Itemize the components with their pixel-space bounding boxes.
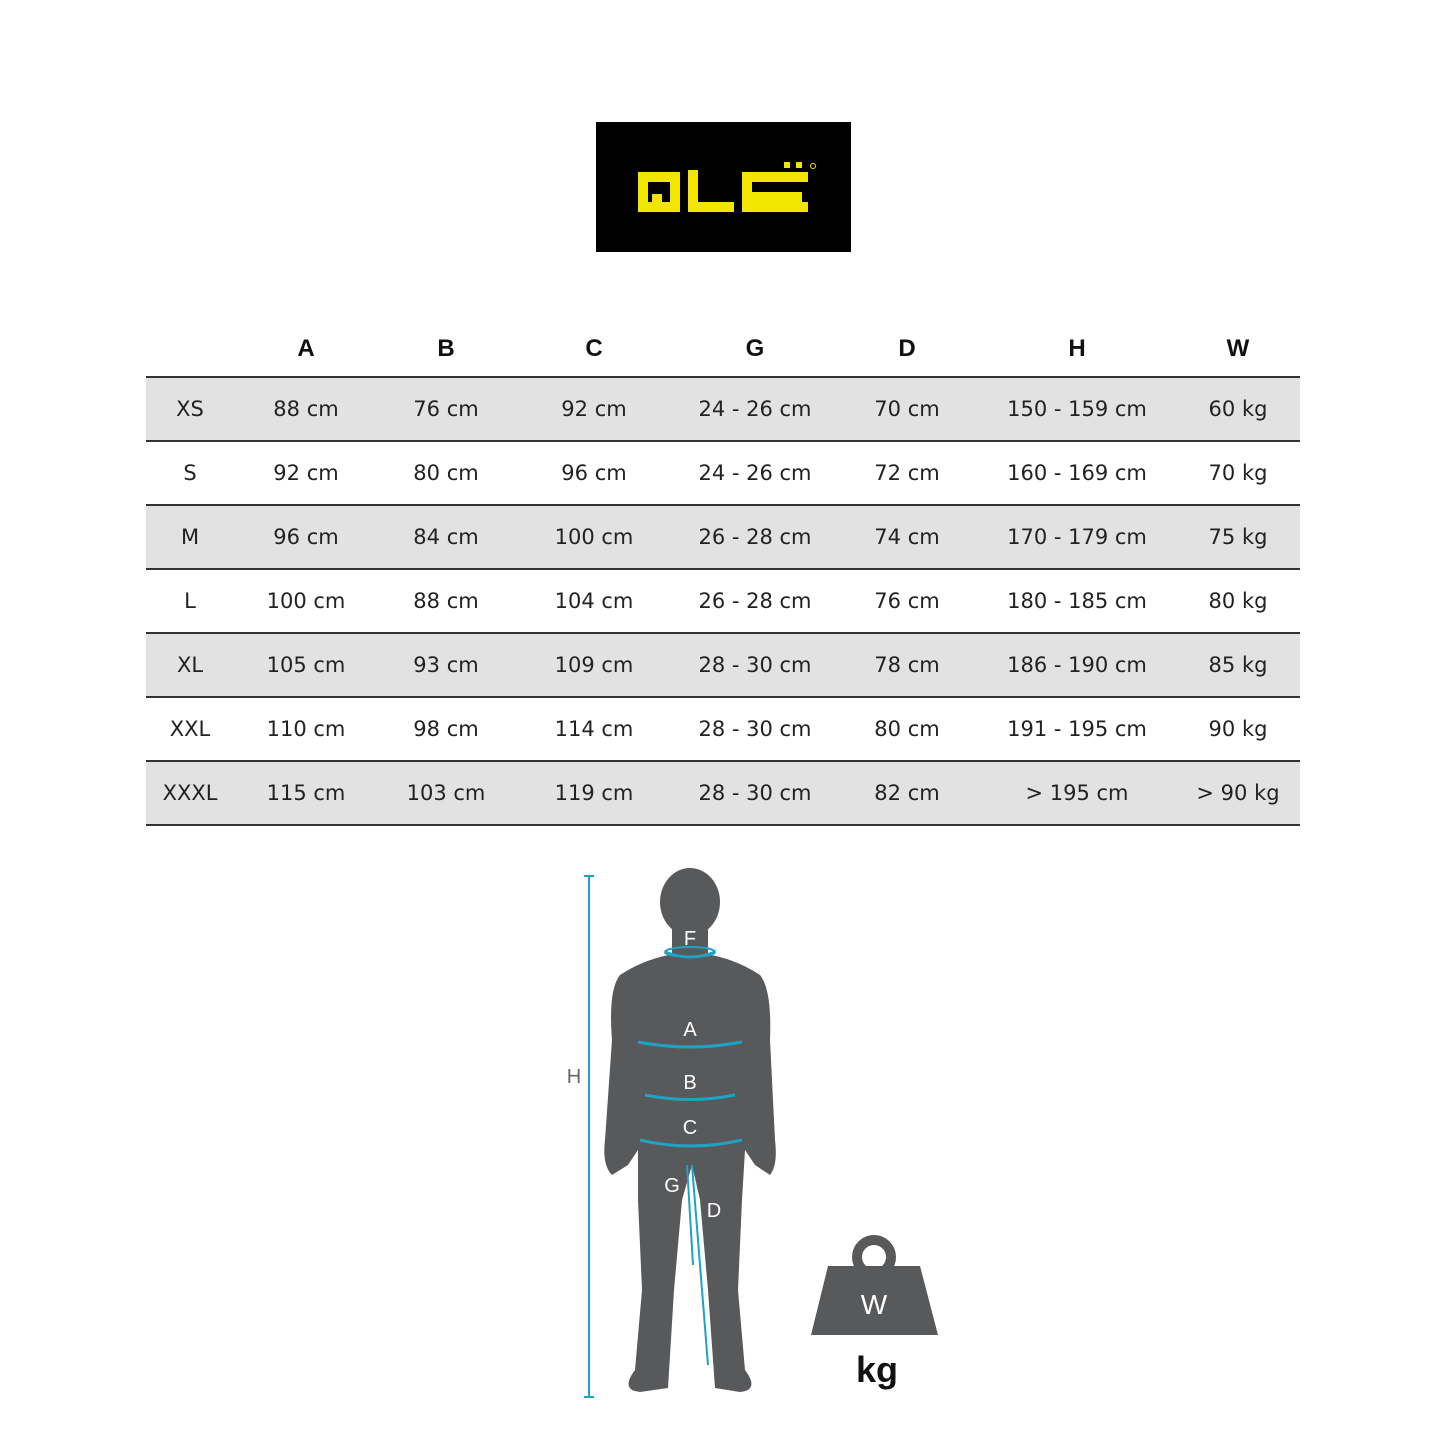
cell-size: S: [146, 441, 234, 506]
cell-g: 28 - 30 cm: [674, 761, 836, 826]
cell-c: 100 cm: [514, 505, 674, 570]
cell-b: 98 cm: [378, 697, 514, 762]
cell-size: XXXL: [146, 761, 234, 826]
cell-b: 84 cm: [378, 505, 514, 570]
cell-b: 80 cm: [378, 441, 514, 506]
size-chart-table: A B C G D H W XS 88 cm 76 cm 92 cm 24 - 26 c…: [146, 322, 1300, 826]
table-row: XS 88 cm 76 cm 92 cm 24 - 26 cm 70 cm 150 - 15…: [146, 377, 1300, 442]
cell-h: 150 - 159 cm: [978, 377, 1176, 442]
label-g: G: [664, 1175, 680, 1197]
cell-g: 24 - 26 cm: [674, 441, 836, 506]
cell-c: 119 cm: [514, 761, 674, 826]
cell-a: 105 cm: [234, 633, 378, 698]
cell-size: XXL: [146, 697, 234, 762]
label-a: A: [683, 1019, 697, 1041]
table-header-row: A B C G D H W: [146, 322, 1300, 378]
cell-c: 114 cm: [514, 697, 674, 762]
header-size: [146, 322, 234, 378]
cell-size: M: [146, 505, 234, 570]
cell-c: 96 cm: [514, 441, 674, 506]
cell-w: 80 kg: [1176, 569, 1300, 634]
logo-mark: [638, 162, 816, 212]
label-d: D: [707, 1200, 721, 1222]
cell-w: 70 kg: [1176, 441, 1300, 506]
cell-d: 80 cm: [836, 697, 978, 762]
cell-size: XS: [146, 377, 234, 442]
cell-b: 93 cm: [378, 633, 514, 698]
cell-b: 103 cm: [378, 761, 514, 826]
header-a: A: [234, 322, 378, 378]
cell-d: 78 cm: [836, 633, 978, 698]
cell-g: 26 - 28 cm: [674, 569, 836, 634]
cell-h: 191 - 195 cm: [978, 697, 1176, 762]
header-w: W: [1176, 322, 1300, 378]
cell-a: 92 cm: [234, 441, 378, 506]
label-b: B: [683, 1072, 696, 1094]
cell-b: 76 cm: [378, 377, 514, 442]
cell-w: 60 kg: [1176, 377, 1300, 442]
header-g: G: [674, 322, 836, 378]
cell-g: 24 - 26 cm: [674, 377, 836, 442]
weight-icon: W: [811, 1235, 938, 1335]
weight-unit: kg: [856, 1349, 898, 1390]
cell-a: 115 cm: [234, 761, 378, 826]
cell-d: 74 cm: [836, 505, 978, 570]
cell-b: 88 cm: [378, 569, 514, 634]
cell-h: 170 - 179 cm: [978, 505, 1176, 570]
cell-g: 28 - 30 cm: [674, 633, 836, 698]
cell-h: 160 - 169 cm: [978, 441, 1176, 506]
label-h: H: [567, 1066, 581, 1088]
cell-g: 28 - 30 cm: [674, 697, 836, 762]
cell-a: 110 cm: [234, 697, 378, 762]
cell-w: > 90 kg: [1176, 761, 1300, 826]
label-f: F: [684, 928, 696, 950]
cell-d: 82 cm: [836, 761, 978, 826]
table-row: XXXL 115 cm 103 cm 119 cm 28 - 30 cm 82 cm > 1…: [146, 761, 1300, 826]
header-d: D: [836, 322, 978, 378]
cell-g: 26 - 28 cm: [674, 505, 836, 570]
cell-c: 109 cm: [514, 633, 674, 698]
cell-w: 90 kg: [1176, 697, 1300, 762]
cell-c: 104 cm: [514, 569, 674, 634]
table-row: XL 105 cm 93 cm 109 cm 28 - 30 cm 78 cm 186 - …: [146, 633, 1300, 698]
measurement-lines: [584, 875, 743, 1398]
cell-h: 180 - 185 cm: [978, 569, 1176, 634]
table-row: XXL 110 cm 98 cm 114 cm 28 - 30 cm 80 cm 191 -…: [146, 697, 1300, 762]
cell-w: 75 kg: [1176, 505, 1300, 570]
cell-a: 100 cm: [234, 569, 378, 634]
label-w: W: [861, 1289, 888, 1320]
table-row: M 96 cm 84 cm 100 cm 26 - 28 cm 74 cm 170 - 17…: [146, 505, 1300, 570]
table-row: S 92 cm 80 cm 96 cm 24 - 26 cm 72 cm 160 - 169…: [146, 441, 1300, 506]
cell-c: 92 cm: [514, 377, 674, 442]
cell-h: 186 - 190 cm: [978, 633, 1176, 698]
label-c: C: [683, 1117, 697, 1139]
cell-d: 72 cm: [836, 441, 978, 506]
ale-logo: [596, 122, 851, 252]
cell-a: 96 cm: [234, 505, 378, 570]
cell-size: XL: [146, 633, 234, 698]
cell-w: 85 kg: [1176, 633, 1300, 698]
header-b: B: [378, 322, 514, 378]
header-h: H: [978, 322, 1176, 378]
header-c: C: [514, 322, 674, 378]
cell-d: 70 cm: [836, 377, 978, 442]
cell-d: 76 cm: [836, 569, 978, 634]
cell-size: L: [146, 569, 234, 634]
cell-a: 88 cm: [234, 377, 378, 442]
body-silhouette: [604, 868, 776, 1392]
table-row: L 100 cm 88 cm 104 cm 26 - 28 cm 76 cm 180 - 1…: [146, 569, 1300, 634]
cell-h: > 195 cm: [978, 761, 1176, 826]
